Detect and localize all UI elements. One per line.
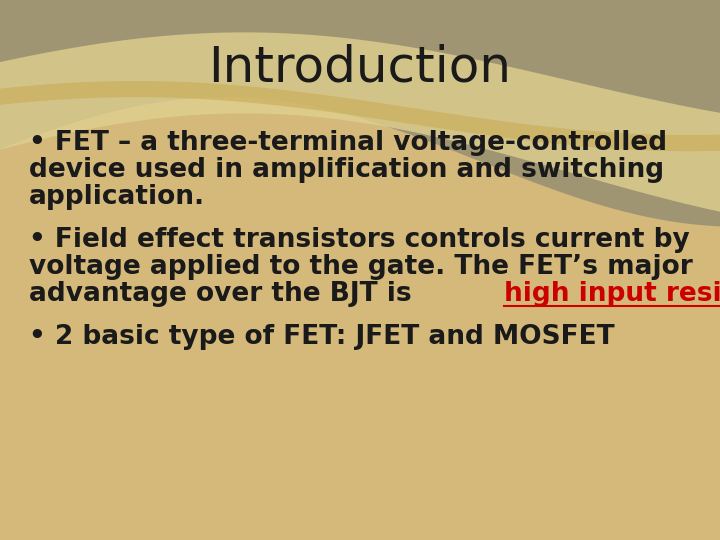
Polygon shape [0, 0, 720, 226]
Text: Introduction: Introduction [209, 44, 511, 91]
Text: device used in amplification and switching: device used in amplification and switchi… [29, 157, 664, 183]
Text: • 2 basic type of FET: JFET and MOSFET: • 2 basic type of FET: JFET and MOSFET [29, 325, 614, 350]
Text: application.: application. [29, 184, 205, 210]
Text: • FET – a three-terminal voltage-controlled: • FET – a three-terminal voltage-control… [29, 130, 667, 156]
Text: voltage applied to the gate. The FET’s major: voltage applied to the gate. The FET’s m… [29, 254, 693, 280]
Text: • Field effect transistors controls current by: • Field effect transistors controls curr… [29, 227, 690, 253]
Polygon shape [0, 32, 720, 212]
Polygon shape [0, 81, 720, 151]
Text: high input resistance: high input resistance [504, 281, 720, 307]
Text: advantage over the BJT is: advantage over the BJT is [29, 281, 420, 307]
